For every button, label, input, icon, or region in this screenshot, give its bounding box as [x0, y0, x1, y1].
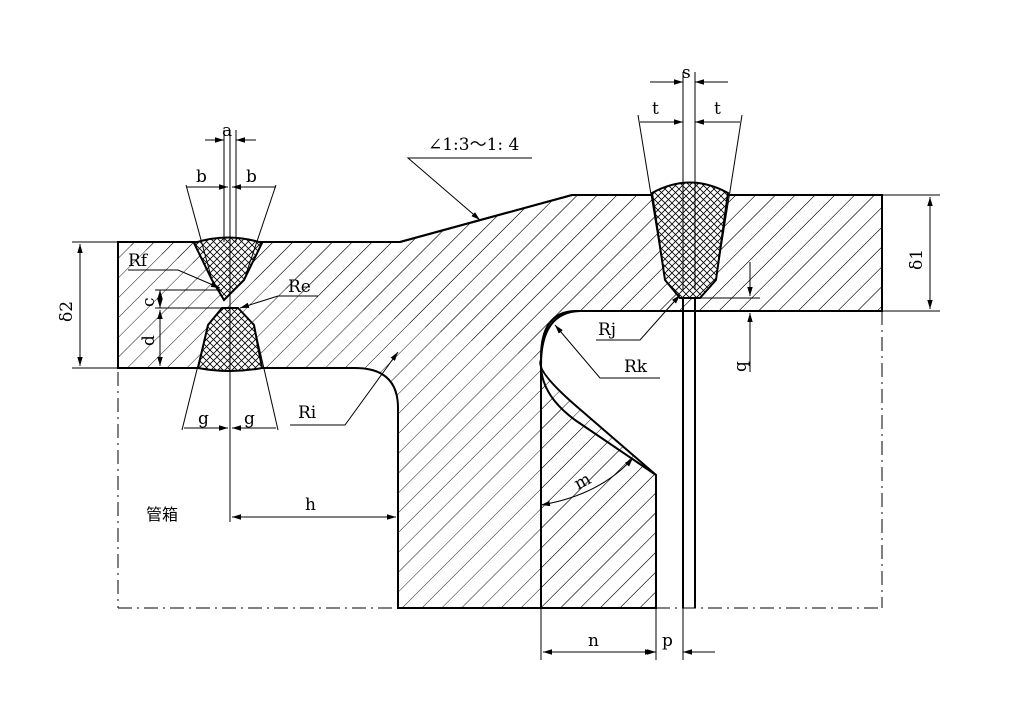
label-s: s: [682, 63, 691, 83]
label-g-right: g: [244, 409, 255, 429]
label-p: p: [662, 631, 673, 651]
label-d: d: [139, 335, 159, 346]
label-b-right: b: [246, 167, 257, 187]
label-delta2: δ2: [57, 301, 77, 322]
label-Rf: Rf: [128, 251, 149, 271]
label-c: c: [139, 297, 159, 307]
label-Rj: Rj: [598, 320, 616, 340]
label-taper: ∠1:3～1: 4: [428, 135, 519, 155]
label-q: q: [731, 361, 751, 372]
label-a: a: [222, 121, 232, 141]
label-g-left: g: [198, 409, 209, 429]
label-Re: Re: [288, 277, 311, 297]
label-chamber: 管箱: [146, 505, 178, 524]
label-t-left: t: [652, 99, 659, 119]
label-Rk: Rk: [624, 357, 648, 377]
label-Ri: Ri: [298, 403, 317, 423]
label-t-right: t: [714, 99, 721, 119]
label-n: n: [588, 631, 599, 651]
label-h: h: [305, 495, 316, 515]
label-b-left: b: [196, 167, 207, 187]
label-delta1: δ1: [907, 249, 927, 270]
